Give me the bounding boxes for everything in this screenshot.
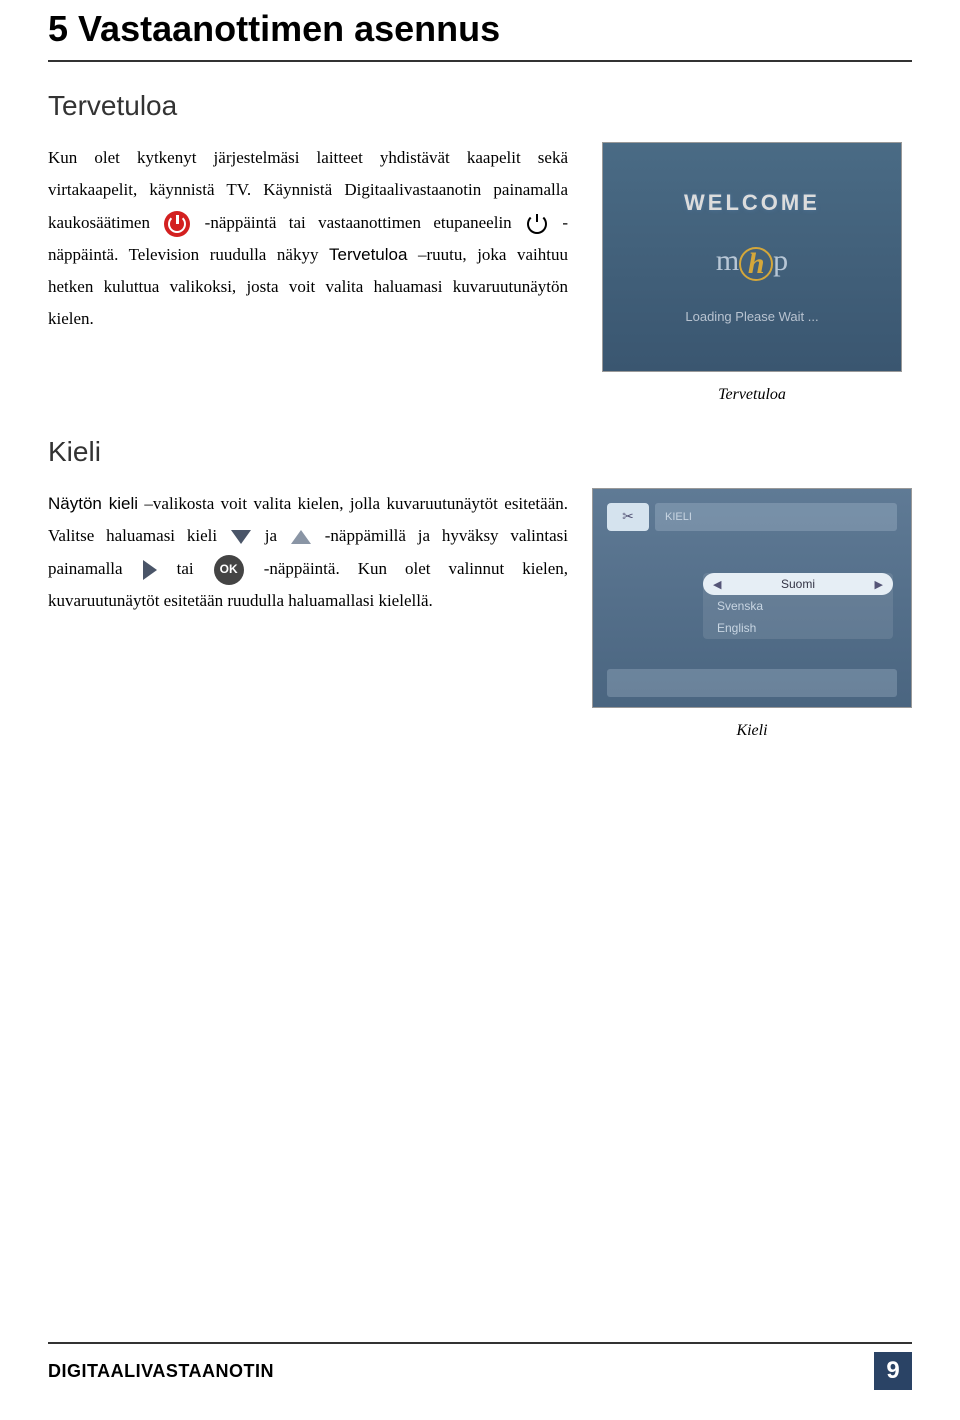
welcome-screenshot: WELCOME mhp Loading Please Wait ... — [602, 142, 902, 372]
section1-body: Kun olet kytkenyt järjestelmäsi laitteet… — [48, 142, 568, 404]
loading-text: Loading Please Wait ... — [685, 309, 818, 324]
language-selected: ◀ Suomi ▶ — [703, 573, 893, 595]
lang-selected-label: Suomi — [781, 577, 815, 591]
s2-tai: tai — [177, 559, 194, 578]
ok-button-icon: OK — [214, 555, 244, 585]
page-number: 9 — [874, 1352, 912, 1390]
arrow-down-icon — [231, 530, 251, 544]
section-tervetuloa-title: Tervetuloa — [48, 90, 912, 122]
page-footer: DIGITAALIVASTAANOTIN 9 — [48, 1342, 912, 1390]
kieli-tab-icon — [607, 503, 649, 531]
section-kieli-title: Kieli — [48, 436, 912, 468]
kieli-caption: Kieli — [736, 722, 767, 740]
language-option: English — [703, 617, 893, 639]
power-outline-icon — [526, 213, 548, 235]
arrow-right-icon — [143, 560, 157, 580]
arrow-up-icon — [291, 530, 311, 544]
s1-mid1: -näppäintä tai vastaanottimen etupaneeli… — [205, 213, 512, 232]
footer-label: DIGITAALIVASTAANOTIN — [48, 1361, 274, 1382]
power-red-icon — [164, 211, 190, 237]
welcome-caption: Tervetuloa — [718, 386, 786, 404]
chapter-title: 5 Vastaanottimen asennus — [48, 0, 912, 62]
language-list: ◀ Suomi ▶ Svenska English — [703, 573, 893, 639]
section2-body: Näytön kieli –valikosta voit valita kiel… — [48, 488, 568, 740]
kieli-screenshot: KIELI ◀ Suomi ▶ Svenska English — [592, 488, 912, 708]
screenshot-footer-bar — [607, 669, 897, 697]
welcome-headline: WELCOME — [684, 190, 820, 216]
s2-ja: ja — [265, 526, 277, 545]
term-naytonkieli: Näytön kieli — [48, 494, 138, 513]
kieli-header: KIELI — [655, 503, 897, 531]
mhp-logo: mhp — [716, 244, 788, 280]
term-tervetuloa: Tervetuloa — [329, 245, 407, 264]
s2-p3: -näppäintä. Kun olet valinnut kielen, ku… — [48, 559, 568, 610]
language-option: Svenska — [703, 595, 893, 617]
